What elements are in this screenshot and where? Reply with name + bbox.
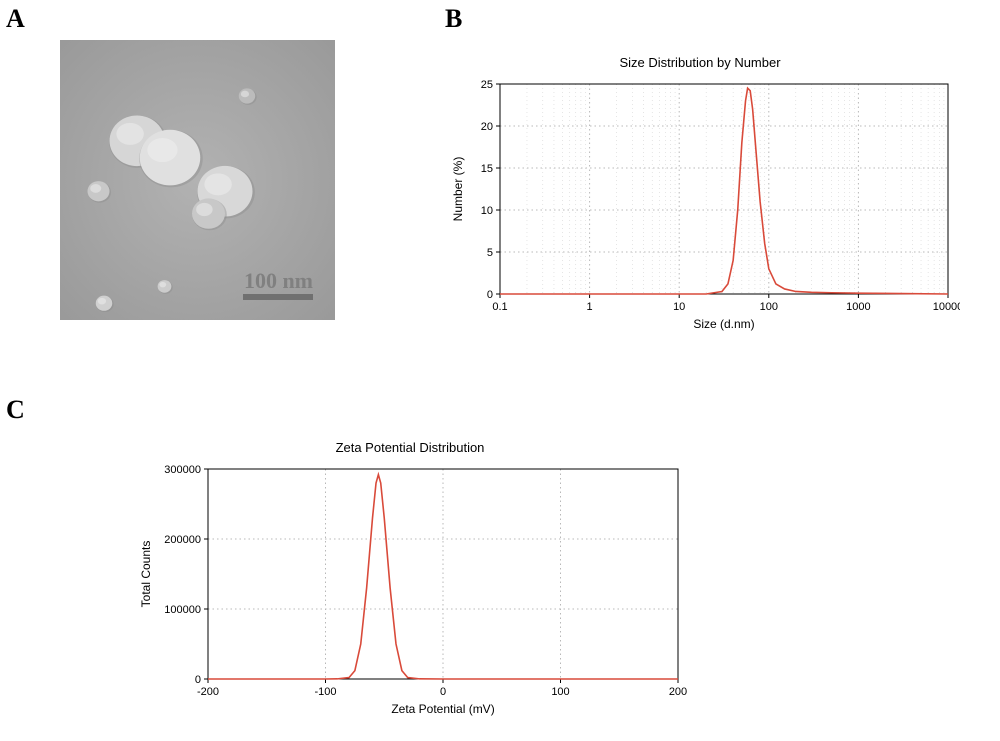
chart-c-container: Zeta Potential Distribution 010000020000… <box>130 440 690 726</box>
ytick-label: 5 <box>487 247 493 259</box>
xtick-label: 1000 <box>846 301 870 313</box>
chart-b-title: Size Distribution by Number <box>440 55 960 70</box>
panel-label-c: C <box>6 395 25 425</box>
xtick-label: -200 <box>197 686 219 698</box>
ytick-label: 100000 <box>164 604 201 616</box>
ytick-label: 200000 <box>164 534 201 546</box>
x-axis-label: Size (d.nm) <box>693 317 754 331</box>
chart-c-svg: 0 100000 200000 300000 -200 -100 0 100 200 Zeta P… <box>130 461 690 721</box>
xtick-label: 100 <box>551 686 569 698</box>
ytick-label: 10 <box>481 205 493 217</box>
scale-bar-text: 100 nm <box>244 268 313 294</box>
chart-c-title: Zeta Potential Distribution <box>130 440 690 455</box>
xtick-label: 200 <box>669 686 687 698</box>
xtick-label: 1 <box>587 301 593 313</box>
ytick-label: 0 <box>195 674 201 686</box>
chart-b-svg: 0 5 10 15 20 25 0.1 1 10 100 1000 10000 Size (d.nm) N… <box>440 76 960 336</box>
ytick-label: 0 <box>487 289 493 301</box>
micrograph-panel: 100 nm <box>60 40 335 320</box>
xtick-label: 0 <box>440 686 446 698</box>
xtick-label: 10 <box>673 301 685 313</box>
panel-label-a: A <box>6 4 25 34</box>
xtick-label: -100 <box>314 686 336 698</box>
xtick-label: 0.1 <box>492 301 507 313</box>
ytick-label: 20 <box>481 121 493 133</box>
y-axis-label: Number (%) <box>451 157 465 222</box>
chart-b-container: Size Distribution by Number 0 5 10 15 20 25 0.… <box>440 55 960 341</box>
x-axis-label: Zeta Potential (mV) <box>391 702 494 716</box>
scale-bar-line <box>243 294 313 300</box>
ytick-label: 15 <box>481 163 493 175</box>
ytick-label: 25 <box>481 79 493 91</box>
xtick-label: 100 <box>760 301 778 313</box>
xtick-label: 10000 <box>933 301 960 313</box>
panel-label-b: B <box>445 4 462 34</box>
y-axis-label: Total Counts <box>139 541 153 608</box>
ytick-label: 300000 <box>164 464 201 476</box>
